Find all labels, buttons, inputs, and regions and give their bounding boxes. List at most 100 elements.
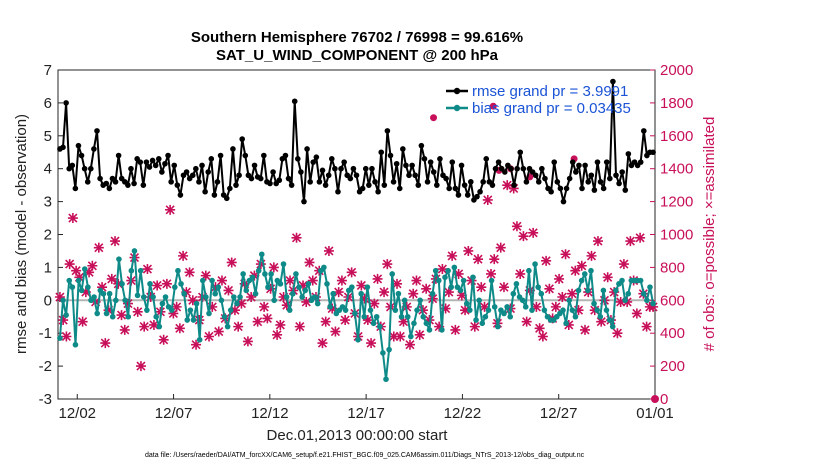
bias-point [72,341,79,348]
rmse-point [301,198,307,205]
rmse-point [325,172,332,179]
rmse-point [381,182,388,188]
rmse-point [489,182,496,188]
assimilated-marker [174,323,185,334]
y-right-tick-label: 1800 [660,95,693,112]
bias-point [588,267,594,274]
assimilated-marker [216,275,227,286]
bias-point [442,274,448,281]
bias-point [389,271,396,277]
bias-point [137,267,144,274]
rmse-point [97,175,103,182]
bias-point [342,307,349,313]
assimilated-marker [317,338,328,349]
y-tick-label: -2 [39,358,52,375]
assimilated-marker [139,321,150,332]
bias-point [153,313,159,320]
bias-point [563,320,569,327]
bias-point [271,297,278,304]
rmse-point [650,149,656,156]
rmse-point [610,78,616,85]
rmse-point [378,149,385,156]
bias-point [162,294,169,300]
rmse-point [424,179,431,185]
bias-point [94,310,100,317]
assimilated-marker [323,245,334,256]
rmse-point [511,182,517,188]
bias-point [103,310,110,317]
rmse-point [208,156,215,162]
rmse-point [137,159,144,165]
bias-point [460,277,467,284]
assimilated-marker [213,326,224,337]
assimilated-marker [223,285,234,296]
assimilated-marker [443,287,454,298]
rmse-point [205,169,212,175]
assimilated-marker [135,361,146,372]
bias-point [199,277,206,284]
assimilated-marker [359,293,370,304]
bias-point [367,307,374,313]
rmse-point [88,165,94,172]
bias-point [575,287,582,294]
assimilated-marker [463,245,474,256]
rmse-point [418,142,425,149]
rmse-point [239,136,245,142]
bias-point [423,320,430,327]
bias-point [451,264,458,271]
bias-point [293,271,299,277]
assimilated-marker [298,280,309,291]
assimilated-marker [229,305,240,316]
assimilated-marker [576,260,587,271]
bias-point [227,307,234,313]
possible-marker [651,395,659,403]
bias-point [252,290,259,297]
rmse-point [307,179,313,185]
rmse-point [622,187,629,193]
assimilated-marker [476,282,487,293]
rmse-point [217,152,224,159]
bias-point [501,310,507,317]
rmse-point [495,159,502,165]
assimilated-marker [612,328,623,339]
bias-point [168,307,175,313]
bias-point [519,297,526,304]
assimilated-marker [132,306,143,317]
assimilated-marker [567,288,578,299]
assimilated-marker [460,305,471,316]
bias-point [109,313,116,320]
rmse-point [285,175,292,182]
bias-point [414,307,420,313]
rmse-point [270,169,276,175]
rmse-point [551,159,558,165]
bias-point [150,294,156,300]
rmse-point [579,185,585,192]
y-right-tick-label: 1600 [660,128,693,145]
assimilated-marker [531,301,542,312]
bias-point [175,267,181,274]
bias-point [532,261,538,267]
bias-point [439,327,445,333]
rmse-point [165,152,171,159]
rmse-point [576,162,582,169]
bias-point [445,267,451,274]
assimilated-marker [278,292,289,303]
rmse-point [535,179,542,185]
rmse-point [406,172,412,179]
y-tick-label: 3 [44,194,52,211]
rmse-point [588,172,595,179]
rmse-point [69,162,76,169]
rmse-point [313,154,320,160]
bias-point [647,284,653,290]
bias-point [591,300,597,307]
bias-point [637,277,644,284]
bias-point [370,320,377,327]
bias-point [467,307,473,313]
bias-point [128,267,135,274]
rmse-point [112,179,119,185]
bias-point [265,284,271,290]
rmse-point [248,175,255,182]
rmse-point [520,165,527,172]
bias-point [106,290,113,297]
bias-point [113,297,119,304]
